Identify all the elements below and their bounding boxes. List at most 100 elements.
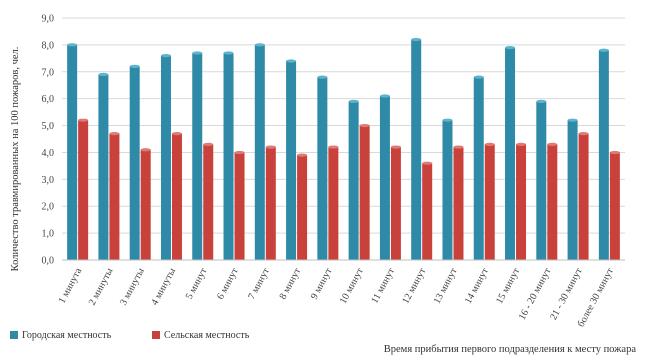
x-tick-label: 2 минуты xyxy=(87,266,116,307)
bar-cap xyxy=(411,37,422,42)
bar-urban-5 xyxy=(192,52,203,261)
bar-urban-10 xyxy=(348,101,359,260)
bar-cap xyxy=(379,94,390,98)
bar-urban-17 xyxy=(567,120,578,260)
bar-urban-7 xyxy=(254,44,265,261)
bar-cap xyxy=(505,45,516,50)
bar-urban-11 xyxy=(379,95,390,260)
bar-rural-16 xyxy=(547,144,558,260)
y-tick-label: 3,0 xyxy=(42,175,55,186)
legend: Городская местность Сельская местность xyxy=(10,330,250,341)
bar-cap xyxy=(598,48,609,52)
bar-cap xyxy=(192,51,203,55)
legend-label-urban: Городская местность xyxy=(22,330,112,341)
bar-cap xyxy=(223,51,234,55)
x-tick-label: 14 минут xyxy=(463,266,491,306)
bar-urban-3 xyxy=(129,66,140,261)
bar-urban-18 xyxy=(598,50,609,261)
bar-cap xyxy=(109,132,120,136)
bar-rural-2 xyxy=(109,133,120,260)
bar-rural-9 xyxy=(328,147,339,260)
bar-rural-3 xyxy=(140,149,151,260)
bar-rural-17 xyxy=(578,133,589,260)
y-tick-label: 5,0 xyxy=(42,121,55,132)
bar-cap xyxy=(348,99,359,103)
bar-cap xyxy=(254,43,265,47)
bar-cap xyxy=(567,118,578,122)
y-axis-title: Количество травмированных на 100 пожаров… xyxy=(10,47,21,272)
bar-cap xyxy=(442,118,453,122)
bar-rural-4 xyxy=(171,133,182,260)
bar-cap xyxy=(516,142,527,146)
legend-label-rural: Сельская местность xyxy=(164,330,250,341)
bar-rural-8 xyxy=(297,155,308,260)
bar-urban-4 xyxy=(160,55,171,261)
bar-cap xyxy=(286,59,297,63)
bar-urban-15 xyxy=(505,47,516,261)
legend-swatch-rural xyxy=(152,331,160,339)
x-tick-label: 1 минута xyxy=(57,266,85,306)
bar-cap xyxy=(78,118,89,122)
bar-urban-14 xyxy=(473,77,484,261)
bar-rural-12 xyxy=(422,163,433,260)
bar-cap xyxy=(98,72,109,77)
x-tick-label: 4 минуты xyxy=(149,266,178,307)
bars xyxy=(67,37,620,261)
x-tick-label: 5 минут xyxy=(184,266,210,302)
x-tick-label: 16 - 20 минут xyxy=(517,266,554,322)
x-axis-title: Время прибытия первого подразделения к м… xyxy=(384,344,637,355)
bar-cap xyxy=(67,43,78,47)
bar-rural-14 xyxy=(484,144,495,260)
y-tick-label: 2,0 xyxy=(42,202,55,213)
bar-cap xyxy=(547,142,558,146)
bar-urban-2 xyxy=(98,74,109,260)
y-tick-label: 1,0 xyxy=(42,229,55,240)
bar-cap xyxy=(140,148,151,152)
y-tick-label: 4,0 xyxy=(42,148,55,159)
x-tick-label: 10 минут xyxy=(338,266,366,306)
x-tick-label: 11 минут xyxy=(369,266,397,306)
bar-cap xyxy=(422,161,433,165)
x-tick-label: 7 минут xyxy=(246,266,272,302)
bar-rural-13 xyxy=(453,147,464,260)
bar-cap xyxy=(328,145,339,149)
bar-cap xyxy=(265,145,276,149)
bar-cap xyxy=(578,132,589,136)
bar-urban-1 xyxy=(67,44,78,261)
bar-urban-9 xyxy=(317,77,328,261)
x-tick-label: 15 минут xyxy=(494,266,522,306)
x-tick-label: 6 минут xyxy=(215,266,241,302)
x-tick-label: 8 минут xyxy=(278,266,304,302)
bar-rural-7 xyxy=(265,147,276,260)
bar-urban-8 xyxy=(286,61,297,261)
bar-rural-10 xyxy=(359,125,370,260)
bar-cap xyxy=(234,150,245,155)
x-tick-label: 3 минуты xyxy=(118,266,147,307)
y-tick-label: 7,0 xyxy=(42,67,55,78)
x-tick-label: 21 - 30 минут xyxy=(548,266,585,322)
bar-cap xyxy=(473,75,484,79)
y-tick-label: 0,0 xyxy=(42,256,55,267)
x-tick-label: 12 минут xyxy=(400,266,428,306)
legend-swatch-urban xyxy=(10,331,18,339)
bar-cap xyxy=(390,145,401,149)
grid-lines xyxy=(62,17,625,234)
bar-rural-11 xyxy=(390,147,401,260)
y-axis-ticks: 0,0 1,0 2,0 3,0 4,0 5,0 6,0 7,0 8,0 9,0 xyxy=(42,14,55,267)
bar-rural-1 xyxy=(78,120,89,260)
bar-rural-15 xyxy=(516,144,527,260)
y-tick-label: 6,0 xyxy=(42,94,55,105)
bar-cap xyxy=(160,54,171,58)
x-axis-ticks: 1 минута 2 минуты 3 минуты 4 минуты 5 минут 6… xyxy=(57,266,617,329)
bar-urban-16 xyxy=(536,101,547,260)
bar-cap xyxy=(484,142,495,146)
bar-cap xyxy=(359,123,370,128)
bar-cap xyxy=(297,153,308,157)
bar-rural-5 xyxy=(203,144,214,260)
bar-rural-6 xyxy=(234,152,245,260)
bar-cap xyxy=(317,75,328,79)
y-tick-label: 8,0 xyxy=(42,40,55,51)
bar-rural-18 xyxy=(609,152,620,260)
x-tick-label: 9 минут xyxy=(309,266,335,302)
